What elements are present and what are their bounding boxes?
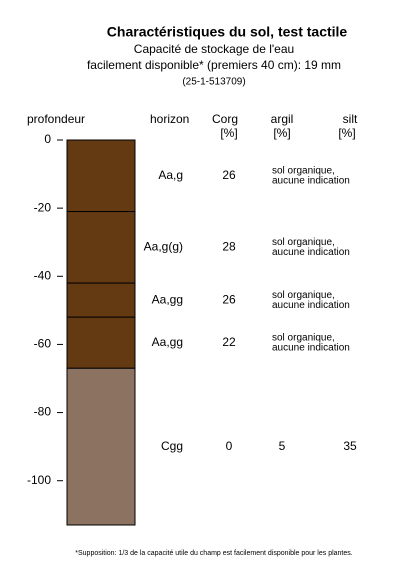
argil-value: 5 — [279, 439, 286, 453]
corg-value: 0 — [226, 439, 233, 453]
corg-value: 28 — [222, 239, 236, 253]
subtitle: Capacité de stockage de l'eau — [134, 42, 294, 56]
horizon-label: Aa,gg — [152, 292, 183, 306]
layer-note: sol organique, — [272, 290, 335, 301]
horizon-label: Aa,g — [158, 168, 183, 182]
corg-value: 26 — [222, 168, 236, 182]
layer-note: sol organique, — [272, 165, 335, 176]
y-tick-label: -80 — [34, 405, 52, 419]
layer-note: aucune indication — [272, 300, 350, 311]
soil-layer — [66, 282, 136, 318]
column-header: argil — [271, 112, 294, 126]
footnote: *Supposition: 1/3 de la capacité utile d… — [75, 550, 353, 557]
horizon-label: Aa,gg — [152, 335, 183, 349]
y-tick-label: -40 — [34, 268, 52, 282]
silt-value: 35 — [343, 439, 357, 453]
column-unit: [%] — [338, 126, 355, 140]
column-unit: [%] — [220, 126, 237, 140]
y-tick-label: 0 — [44, 132, 51, 146]
soil-layer — [66, 211, 136, 284]
y-axis-label: profondeur — [27, 112, 85, 126]
column-header: Corg — [212, 112, 238, 126]
corg-value: 22 — [222, 335, 236, 349]
layer-note: sol organique, — [272, 332, 335, 343]
layer-note: aucune indication — [272, 175, 350, 186]
layer-note: sol organique, — [272, 237, 335, 248]
column-header: silt — [343, 112, 358, 126]
subtitle: facilement disponible* (premiers 40 cm):… — [87, 58, 341, 72]
layer-note: aucune indication — [272, 342, 350, 353]
column-unit: [%] — [273, 126, 290, 140]
horizon-label: Aa,g(g) — [144, 239, 183, 253]
y-tick-label: -100 — [27, 473, 51, 487]
soil-layer — [66, 367, 136, 526]
y-tick-label: -60 — [34, 337, 52, 351]
chart-title: Charactéristiques du sol, test tactile — [107, 24, 348, 40]
horizon-label: Cgg — [161, 439, 183, 453]
corg-value: 26 — [222, 292, 236, 306]
layer-note: aucune indication — [272, 247, 350, 258]
subtitle: (25-1-513709) — [182, 77, 245, 88]
y-tick-label: -20 — [34, 200, 52, 214]
soil-layer — [66, 139, 136, 213]
column-header: horizon — [150, 112, 189, 126]
soil-layer — [66, 316, 136, 369]
